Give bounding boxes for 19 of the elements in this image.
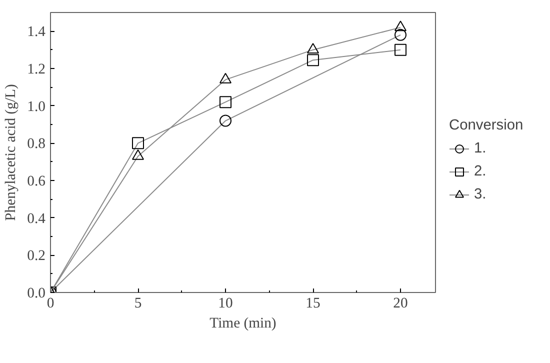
y-tick-label: 1.4: [27, 24, 46, 40]
x-tick-label: 10: [218, 296, 233, 312]
y-tick-label: 0.6: [27, 174, 46, 190]
x-tick-label: 20: [393, 296, 408, 312]
y-axis-title: Phenylacetic acid (g/L): [3, 84, 20, 221]
y-tick-label: 1.2: [27, 62, 46, 78]
legend-label: 3.: [474, 186, 488, 202]
y-tick-label: 0.0: [27, 286, 46, 302]
legend-label: 2.: [474, 164, 488, 180]
y-tick-label: 1.0: [27, 98, 46, 115]
y-tick-label: 0.2: [27, 248, 46, 264]
x-tick-label: 0: [46, 296, 54, 312]
x-axis-title: Time (min): [210, 316, 276, 332]
legend-title: Conversion: [449, 118, 524, 134]
legend-label: 1.: [474, 140, 488, 156]
x-tick-label: 15: [306, 296, 320, 312]
x-tick-label: 5: [134, 296, 142, 312]
y-tick-label: 0.4: [27, 210, 46, 227]
y-tick-label: 0.8: [27, 136, 46, 152]
